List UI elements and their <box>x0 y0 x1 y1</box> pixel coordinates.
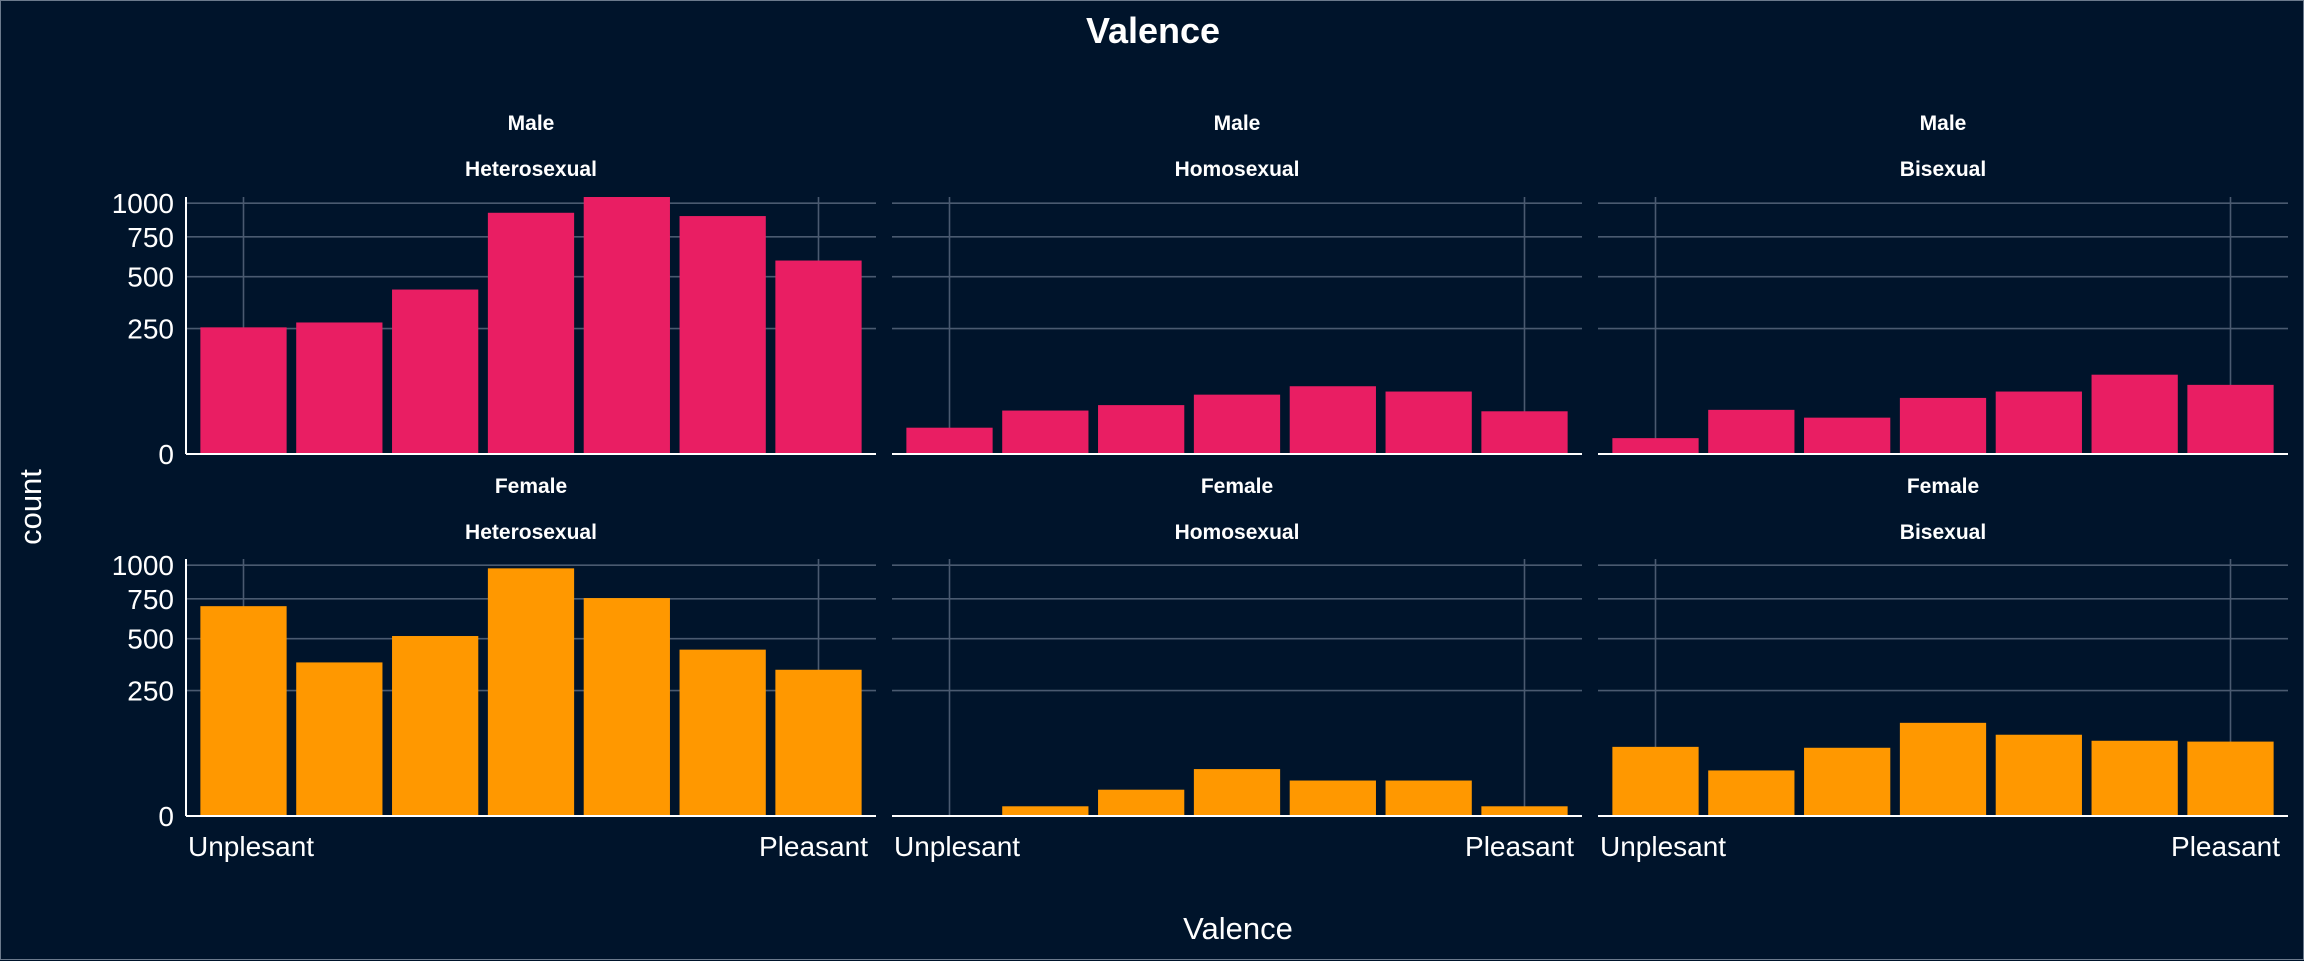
bar <box>1481 806 1568 816</box>
bar <box>1098 789 1185 816</box>
bar <box>775 669 862 816</box>
facet-panels: MaleHeterosexual02505007501000MaleHomose… <box>112 112 2288 862</box>
x-tick-label: Unplesant <box>894 831 1020 862</box>
facet-row-label: Female <box>495 475 567 498</box>
bar <box>1289 780 1376 816</box>
bar <box>1193 394 1281 454</box>
y-tick-label: 1000 <box>112 550 174 581</box>
y-tick-label: 0 <box>158 801 174 832</box>
x-tick-label: Pleasant <box>2171 831 2280 862</box>
facet-col-label: Heterosexual <box>465 158 597 181</box>
bar <box>296 662 383 816</box>
y-tick-label: 250 <box>127 314 174 345</box>
bar <box>296 322 383 454</box>
x-axis-title: Valence <box>1183 911 1293 946</box>
x-tick-label: Unplesant <box>1600 831 1726 862</box>
bar <box>392 289 479 454</box>
facet-col-label: Homosexual <box>1175 158 1300 181</box>
bar <box>906 427 993 454</box>
y-tick-label: 0 <box>158 439 174 470</box>
bar <box>1708 770 1795 816</box>
bar <box>1804 747 1891 816</box>
facet-panel: Female Homosexual Unplesant Pleasant <box>892 475 1582 862</box>
bar <box>2187 741 2274 816</box>
facet-col-label: Heterosexual <box>465 521 597 544</box>
bar <box>1193 769 1281 816</box>
y-tick-label: 750 <box>127 584 174 615</box>
facet-panel: Male Bisexual <box>1598 112 2288 455</box>
facet-col-label: Bisexual <box>1900 158 1986 181</box>
facet-panel: Male Homosexual <box>892 112 1582 455</box>
bar <box>1002 806 1089 816</box>
bar <box>583 598 670 816</box>
bar <box>1385 780 1472 816</box>
chart-title: Valence <box>1086 10 1220 51</box>
bar <box>487 212 575 454</box>
bar <box>487 568 575 816</box>
bar <box>1002 410 1089 454</box>
facet-row-label: Female <box>1907 475 1979 498</box>
bar <box>2091 740 2178 816</box>
facet-row-label: Female <box>1201 475 1273 498</box>
y-axis-title: count <box>13 469 48 545</box>
x-tick-label: Pleasant <box>759 831 868 862</box>
y-tick-label: 1000 <box>112 188 174 219</box>
bar <box>1612 438 1699 454</box>
facet-col-label: Homosexual <box>1175 521 1300 544</box>
bar <box>775 260 862 454</box>
bar <box>1995 734 2082 816</box>
bar <box>392 636 479 816</box>
facet-row-label: Male <box>1214 112 1261 135</box>
facet-row-label: Male <box>508 112 555 135</box>
x-tick-label: Unplesant <box>188 831 314 862</box>
bar <box>2091 374 2178 454</box>
bar <box>1481 411 1568 454</box>
y-tick-label: 250 <box>127 676 174 707</box>
bar <box>1995 391 2082 454</box>
bar <box>1899 722 1987 816</box>
bar <box>583 197 670 454</box>
bar <box>1098 405 1185 454</box>
bar <box>200 327 287 454</box>
bar <box>2187 384 2274 454</box>
y-tick-label: 500 <box>127 262 174 293</box>
bar <box>1289 386 1376 454</box>
bar <box>679 649 766 816</box>
y-tick-label: 500 <box>127 624 174 655</box>
bar <box>679 216 766 454</box>
bar <box>1804 417 1891 454</box>
facet-row-label: Male <box>1920 112 1967 135</box>
bar <box>1899 397 1987 454</box>
y-tick-label: 750 <box>127 222 174 253</box>
x-tick-label: Pleasant <box>1465 831 1574 862</box>
facet-panel: Female Bisexual Unplesant Pleasant <box>1598 475 2288 862</box>
bar <box>1385 391 1472 454</box>
bar <box>200 606 287 816</box>
bar <box>1612 746 1699 816</box>
facet-col-label: Bisexual <box>1900 521 1986 544</box>
bar <box>1708 409 1795 454</box>
